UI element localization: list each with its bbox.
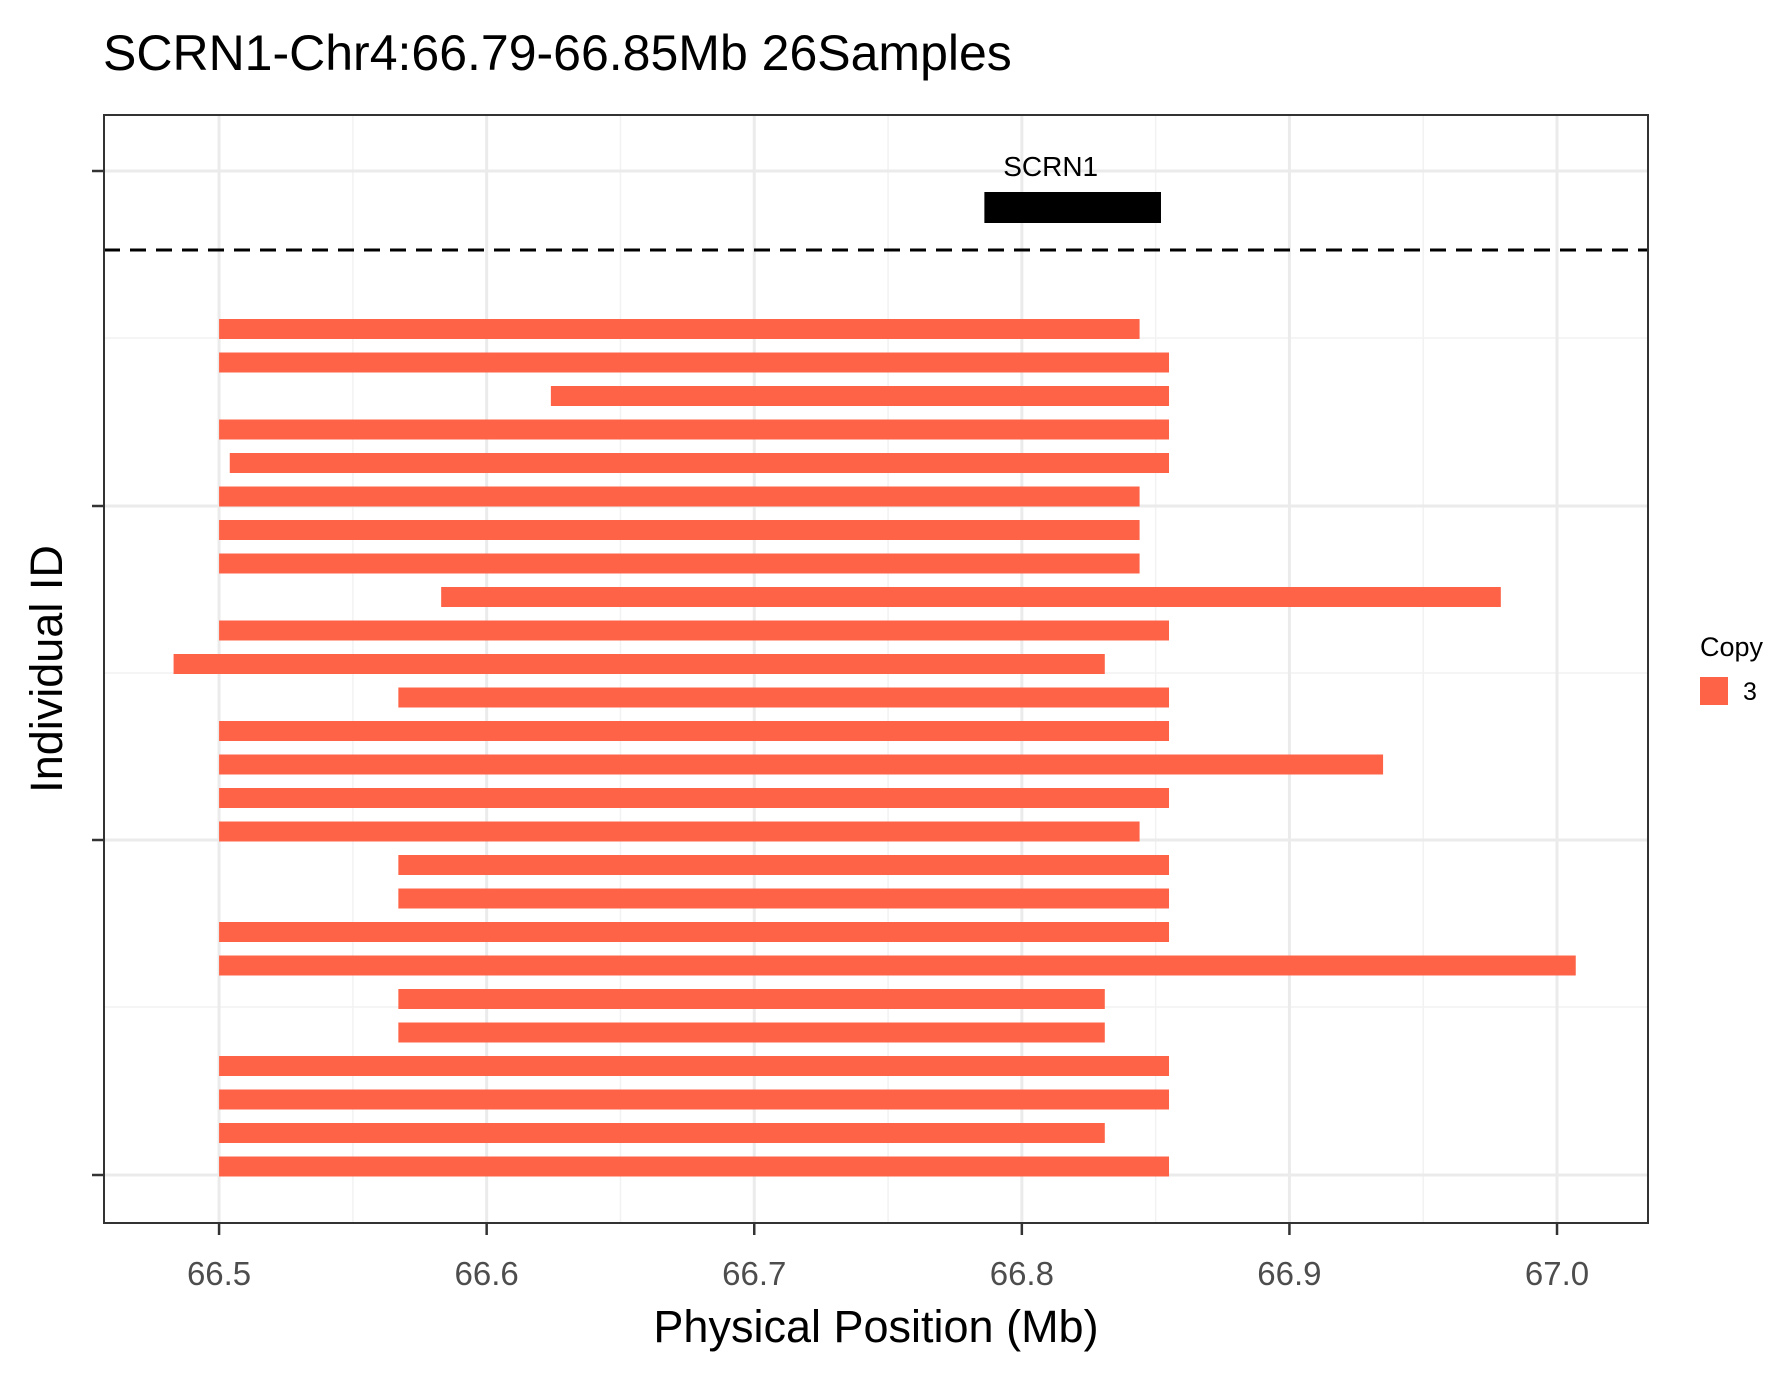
- cnv-segment-bar: [219, 788, 1170, 808]
- cnv-segment-bar: [398, 687, 1170, 708]
- x-tick-label: 67.0: [1525, 1255, 1589, 1292]
- cnv-segments: [173, 319, 1576, 1177]
- cnv-segment-bar: [219, 1056, 1170, 1076]
- y-axis-title: Individual ID: [21, 545, 72, 793]
- cnv-segment-bar: [398, 855, 1170, 875]
- gene-label: SCRN1: [1003, 151, 1098, 182]
- legend-swatch: [1700, 677, 1728, 705]
- plot-border: [103, 114, 1649, 1224]
- cnv-segment-bar: [219, 419, 1170, 440]
- cnv-segment-bar: [441, 587, 1501, 607]
- cnv-segment-bar: [219, 955, 1576, 976]
- cnv-segment-bar: [550, 386, 1170, 406]
- x-tick-label: 66.8: [990, 1255, 1054, 1292]
- cnv-segment-bar: [219, 620, 1170, 641]
- cnv-segment-bar: [219, 1123, 1105, 1143]
- cnv-segment-bar: [173, 654, 1105, 674]
- cnv-segment-bar: [219, 520, 1140, 540]
- legend-label: 3: [1743, 678, 1757, 706]
- gene-track: SCRN1: [984, 151, 1161, 223]
- cnv-segment-bar: [219, 754, 1384, 775]
- gene-bar: [984, 192, 1161, 223]
- cnv-segment-bar: [219, 352, 1170, 373]
- cnv-segment-bar: [219, 922, 1170, 942]
- x-axis-ticks: 66.5 66.6 66.7 66.8 66.9 67.0: [187, 1223, 1589, 1292]
- x-tick-label: 66.5: [187, 1255, 251, 1292]
- cnv-segment-bar: [219, 553, 1140, 574]
- legend: Copy 3: [1700, 632, 1764, 706]
- cnv-segment-bar: [219, 1089, 1170, 1110]
- legend-title: Copy: [1700, 632, 1764, 662]
- cnv-segment-bar: [219, 319, 1140, 339]
- cnv-segment-bar: [219, 486, 1140, 507]
- x-tick-label: 66.9: [1257, 1255, 1321, 1292]
- x-tick-label: 66.7: [722, 1255, 786, 1292]
- cnv-segment-bar: [398, 1022, 1105, 1043]
- chart-title: SCRN1-Chr4:66.79-66.85Mb 26Samples: [103, 25, 1012, 81]
- cnv-segment-bar: [219, 821, 1140, 842]
- y-axis-ticks: [92, 169, 104, 1177]
- x-axis-title: Physical Position (Mb): [653, 1301, 1098, 1352]
- x-tick-label: 66.6: [455, 1255, 519, 1292]
- cnv-segment-bar: [229, 453, 1170, 473]
- cnv-segment-bar: [398, 888, 1170, 909]
- cnv-segment-bar: [219, 1156, 1170, 1177]
- cnv-segment-bar: [398, 989, 1105, 1009]
- cnv-segment-bar: [219, 721, 1170, 741]
